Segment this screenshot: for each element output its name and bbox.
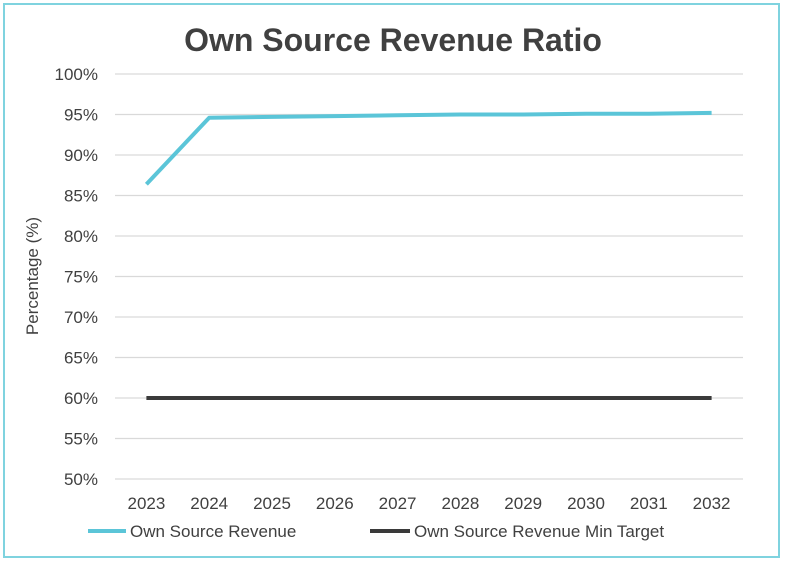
y-axis-label: Percentage (%) (23, 217, 42, 335)
y-tick-label: 90% (64, 146, 98, 165)
chart-title: Own Source Revenue Ratio (184, 22, 602, 58)
y-tick-label: 100% (55, 65, 98, 84)
x-tick-label: 2023 (127, 494, 165, 513)
x-tick-labels: 2023 2024 2025 2026 2027 2028 2029 2030 2031 2032 (127, 494, 730, 513)
x-tick-label: 2032 (693, 494, 731, 513)
gridlines (115, 73, 743, 480)
y-tick-label: 95% (64, 106, 98, 125)
series-line-0 (144, 110, 712, 186)
y-tick-label: 50% (64, 470, 98, 489)
x-tick-label: 2026 (316, 494, 354, 513)
x-tick-label: 2031 (630, 494, 668, 513)
chart-frame (3, 3, 780, 558)
x-tick-label: 2029 (504, 494, 542, 513)
legend: Own Source Revenue Own Source Revenue Min… (88, 522, 664, 541)
y-tick-label: 80% (64, 227, 98, 246)
y-tick-label: 55% (64, 430, 98, 449)
y-tick-label: 65% (64, 349, 98, 368)
series-lines (144, 110, 712, 400)
x-tick-label: 2027 (379, 494, 417, 513)
x-tick-label: 2030 (567, 494, 605, 513)
y-tick-label: 60% (64, 389, 98, 408)
y-tick-label: 75% (64, 268, 98, 287)
y-tick-label: 70% (64, 308, 98, 327)
x-tick-label: 2025 (253, 494, 291, 513)
legend-label: Own Source Revenue (130, 522, 296, 541)
y-tick-label: 85% (64, 187, 98, 206)
legend-label: Own Source Revenue Min Target (414, 522, 664, 541)
x-tick-label: 2028 (441, 494, 479, 513)
y-tick-labels: 50% 55% 60% 65% 70% 75% 80% 85% 90% 95% 100% (55, 65, 98, 489)
x-tick-label: 2024 (190, 494, 228, 513)
